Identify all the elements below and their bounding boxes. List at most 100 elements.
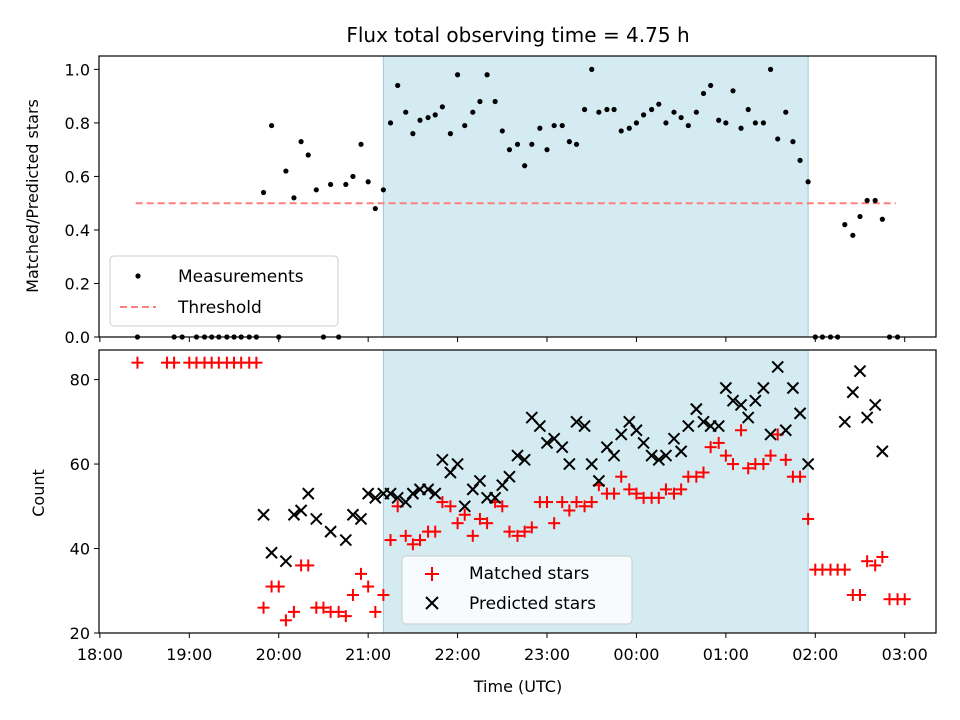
measurement-point: [626, 125, 632, 131]
predicted-star-point: [712, 419, 725, 433]
predicted-star-point: [406, 487, 420, 500]
predicted-star-point: [779, 424, 792, 437]
predicted-star-point: [637, 436, 650, 450]
predicted-star-point: [473, 474, 487, 488]
predicted-star-point: [630, 424, 643, 437]
matched-star-point: [623, 483, 636, 496]
measurement-point: [864, 197, 870, 204]
top-measurement-points: [134, 66, 901, 340]
measurement-point: [298, 139, 304, 145]
matched-star-point: [869, 559, 882, 572]
matched-star-point: [287, 605, 300, 618]
predicted-star-point: [786, 381, 800, 395]
bottom-y-tick-label: 40: [70, 540, 90, 559]
measurement-point: [447, 131, 454, 137]
measurement-point: [783, 109, 789, 115]
matched-star-point: [466, 529, 479, 542]
measurement-point: [410, 131, 416, 137]
top-plot-frame: [98, 55, 937, 338]
predicted-star-point: [585, 457, 598, 471]
predicted-star-point: [324, 525, 337, 538]
predicted-star-point: [876, 445, 889, 458]
measurement-point: [313, 187, 319, 193]
matched-star-point: [355, 567, 368, 580]
predicted-star-point: [287, 508, 301, 521]
bottom-count-points: [131, 356, 911, 627]
bottom-plot-frame: [98, 349, 937, 634]
predicted-star-point: [771, 360, 784, 374]
measurement-point: [700, 90, 707, 97]
top-observing-window: [382, 55, 809, 338]
measurement-point: [872, 197, 878, 204]
matched-star-point: [704, 441, 717, 454]
bottom-legend-box: [401, 555, 633, 625]
matched-star-point: [481, 517, 494, 530]
measurement-point: [566, 139, 572, 145]
matched-star-point: [570, 496, 583, 509]
measurement-point: [663, 120, 669, 126]
predicted-star-point: [563, 457, 576, 471]
measurement-point: [358, 141, 364, 147]
measurement-point: [879, 216, 885, 222]
measurement-point: [671, 109, 677, 115]
measurement-point: [425, 114, 431, 121]
predicted-star-point: [734, 398, 748, 412]
measurement-point: [760, 120, 767, 126]
matched-star-point: [861, 555, 874, 568]
predicted-star-point: [652, 453, 665, 467]
matched-star-point: [757, 458, 770, 471]
predicted-star-point: [257, 508, 270, 521]
predicted-star-point: [697, 415, 710, 429]
matched-star-point: [719, 449, 732, 462]
measurement-point: [604, 106, 610, 113]
predicted-star-point: [421, 483, 435, 496]
predicted-star-point: [645, 449, 658, 462]
measurement-point: [649, 106, 655, 113]
bottom-y-tick-label: 80: [70, 371, 90, 390]
predicted-star-point: [369, 491, 382, 505]
matched-star-point: [332, 605, 345, 618]
top-chart: 0.0 0.2 0.4 0.6 0.8 1.0 Matched/Predicted sta…: [23, 55, 937, 347]
bottom-x-tick-label: 20:00: [256, 645, 302, 664]
matched-star-point: [556, 496, 569, 509]
matched-star-point: [735, 424, 748, 437]
measurement-point: [372, 205, 378, 212]
matched-star-point: [615, 470, 628, 483]
measurement-point: [291, 195, 297, 201]
measurement-point: [775, 136, 781, 142]
predicted-star-point: [540, 436, 554, 450]
measurement-point: [439, 104, 445, 110]
measurement-point: [537, 125, 543, 131]
matched-star-point: [697, 466, 710, 479]
matched-star-point: [279, 614, 292, 627]
measurement-point: [842, 222, 848, 228]
matched-star-point: [764, 449, 777, 462]
bottom-x-tick-label: 02:00: [792, 645, 838, 664]
predicted-star-point: [742, 411, 755, 424]
measurement-point: [417, 117, 423, 123]
predicted-star-point: [384, 487, 397, 500]
predicted-star-point: [310, 512, 323, 526]
matched-star-point: [518, 525, 531, 538]
measurement-point: [857, 213, 863, 220]
predicted-star-point: [793, 407, 807, 420]
predicted-star-point: [674, 445, 688, 458]
predicted-star-point: [518, 453, 531, 467]
matched-star-point: [250, 356, 263, 369]
top-y-tick-label: 0.4: [65, 221, 90, 240]
predicted-star-point: [853, 364, 867, 378]
predicted-star-point: [682, 419, 695, 433]
matched-star-point: [727, 458, 740, 471]
top-y-tick-label: 1.0: [65, 60, 90, 79]
measurement-point: [685, 122, 691, 129]
matched-star-point: [742, 462, 755, 475]
matched-star-point: [779, 453, 792, 466]
top-x-axis-ticks: [99, 337, 906, 342]
predicted-star-point: [339, 533, 353, 547]
matched-star-point: [608, 487, 621, 500]
measurement-point: [522, 163, 528, 169]
matched-star-point: [384, 534, 397, 547]
top-y-axis-label: Matched/Predicted stars: [23, 99, 42, 293]
predicted-star-point: [690, 402, 703, 416]
